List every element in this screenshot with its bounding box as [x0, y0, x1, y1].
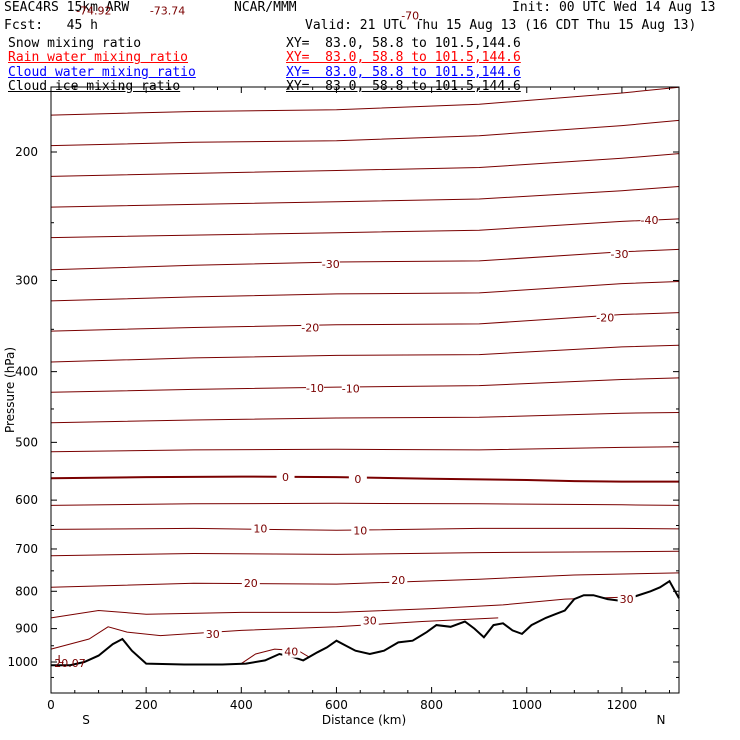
contour-label: -10: [306, 382, 324, 395]
contour-label-bg: [251, 522, 270, 535]
contour-label-bg: [282, 645, 301, 658]
isotherm-line: [50, 186, 680, 208]
x-tick-label: 800: [420, 698, 443, 712]
model-title: SEAC4RS 15km ARW: [4, 0, 130, 15]
terrain-layer: [51, 579, 680, 693]
isotherm-line: [50, 475, 679, 483]
contour-label-bg: [617, 593, 636, 606]
contour-label-bg: [389, 574, 408, 587]
field-cloud-water-label: Cloud water mixing ratio: [8, 65, 196, 80]
contour-label-bg: [321, 258, 340, 271]
y-tick-label: 700: [15, 542, 38, 556]
contour-label-bg: [306, 381, 325, 394]
terrain-line: [51, 579, 680, 667]
isotherm-line: [50, 446, 680, 453]
x-tick-label: 400: [230, 698, 253, 712]
field-cloud-water-xy: XY= 83.0, 58.8 to 101.5,144.6: [286, 65, 521, 80]
contour-label: 10: [353, 524, 367, 537]
y-tick-label: 900: [15, 622, 38, 636]
isotherm-line: [50, 502, 680, 506]
isotherm-line: [50, 218, 680, 239]
contour-label-bg: [596, 311, 615, 324]
forecast-hour: Fcst: 45 h: [4, 18, 98, 33]
contour-label: 40: [284, 646, 298, 659]
isotherm-line: [50, 86, 680, 116]
contour-annotations: -70 -40 -30 -30 -20 -20 -10 -10 0 0 10 10 20 20 30 30 30…: [54, 5, 659, 670]
contour-label-bg: [351, 524, 370, 537]
contour-label: -30: [322, 258, 340, 271]
isotherm-line: [50, 344, 680, 363]
y-tick-label: 300: [15, 273, 38, 287]
contour-label: 20: [244, 577, 258, 590]
x-tick-label: 0: [47, 698, 55, 712]
field-snow-xy: XY= 83.0, 58.8 to 101.5,144.6: [286, 36, 521, 51]
contour-label-bg: [276, 471, 295, 484]
contour-label: 30: [363, 614, 377, 627]
contour-label: 30: [206, 628, 220, 641]
plot-frame: [50, 86, 680, 694]
contour-label-bg: [301, 321, 320, 334]
contour-label-bg: [610, 248, 629, 261]
y-tick-label: 600: [15, 493, 38, 507]
isotherm-line: [50, 617, 499, 650]
contour-label: 10: [253, 522, 267, 535]
isotherm-line: [50, 412, 680, 424]
extremum-annotation: 20.07: [54, 657, 86, 670]
y-axis-title: Pressure (hPa): [3, 347, 17, 433]
y-tick-label: 1000: [7, 655, 38, 669]
y-tick-label: 400: [15, 365, 38, 379]
contour-label: 0: [282, 471, 289, 484]
isotherm-line: [50, 153, 680, 177]
x-axis-title: Distance (km): [322, 713, 406, 727]
contour-label: -40: [641, 214, 659, 227]
extremum-annotation: L: [57, 653, 64, 666]
x-axis-left-end-label: S: [82, 713, 90, 727]
extremum-annotation: -74.92: [76, 5, 111, 18]
contour-label: -20: [596, 311, 614, 324]
isotherm-line: [50, 377, 680, 393]
x-tick-label: 1200: [607, 698, 638, 712]
extremum-annotation: -73.74: [150, 5, 185, 18]
contour-label-bg: [348, 472, 367, 485]
contour-label: 20: [391, 574, 405, 587]
isotherm-line: [50, 572, 680, 588]
x-tick-label: 200: [135, 698, 158, 712]
contour-label-bg: [401, 9, 420, 22]
isotherm-line: [50, 527, 680, 531]
terrain-fill: [51, 581, 679, 693]
contour-label: -70: [401, 9, 419, 22]
isotherm-line: [50, 248, 680, 271]
isotherm-contours: [50, 86, 680, 665]
contour-label-bg: [341, 382, 360, 395]
isotherm-line: [50, 281, 680, 302]
field-rain-label: Rain water mixing ratio: [8, 50, 189, 65]
isotherm-line: [241, 648, 318, 665]
contour-label-bg: [241, 576, 260, 589]
center-name: NCAR/MMM: [234, 0, 297, 15]
valid-time: Valid: 21 UTC Thu 15 Aug 13 (16 CDT Thu …: [305, 18, 697, 33]
contour-label-bg: [640, 214, 659, 227]
y-tick-label: 500: [15, 435, 38, 449]
field-snow-label: Snow mixing ratio: [8, 36, 142, 51]
contour-label: 0: [354, 473, 361, 486]
init-time: Init: 00 UTC Wed 14 Aug 13: [512, 0, 716, 15]
isotherm-line: [50, 312, 680, 332]
y-tick-label: 800: [15, 584, 38, 598]
contour-label: -10: [342, 383, 360, 396]
x-tick-label: 1000: [511, 698, 542, 712]
y-tick-label: 200: [15, 145, 38, 159]
contour-label: -20: [301, 322, 319, 335]
isotherm-line: [50, 119, 680, 147]
contour-label: 30: [620, 593, 634, 606]
x-axis-right-end-label: N: [657, 713, 666, 727]
field-rain-xy: XY= 83.0, 58.8 to 101.5,144.6: [286, 50, 521, 65]
contour-label: -30: [611, 248, 629, 261]
x-tick-label: 600: [325, 698, 348, 712]
contour-label-bg: [360, 614, 379, 627]
contour-label-bg: [203, 627, 222, 640]
isotherm-line: [50, 550, 680, 557]
